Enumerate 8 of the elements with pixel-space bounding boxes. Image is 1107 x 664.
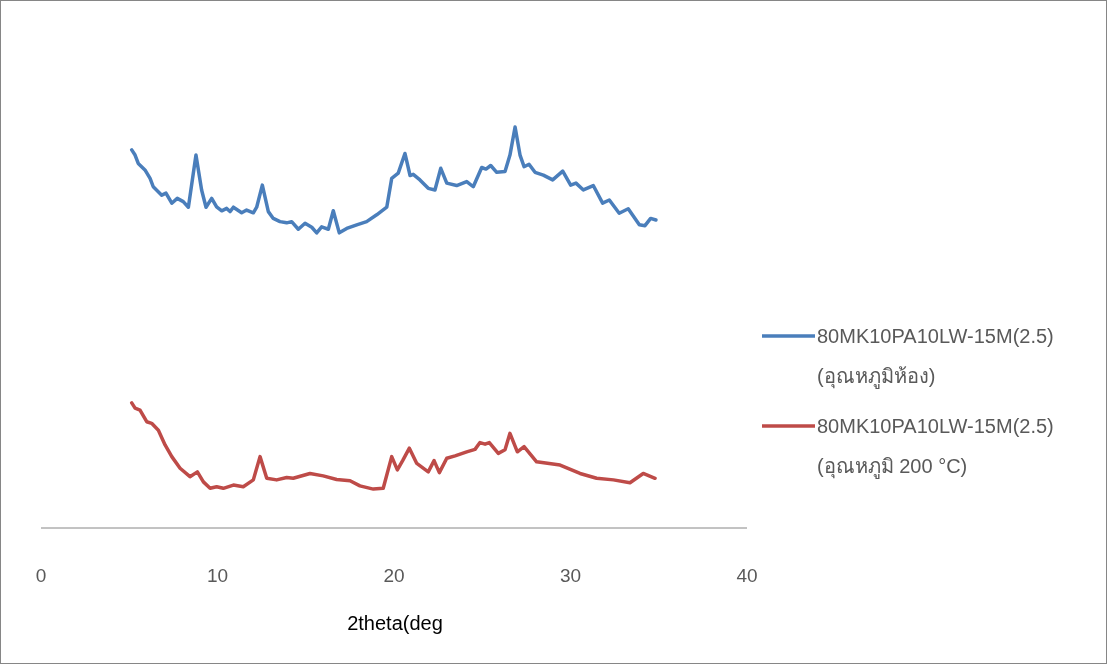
x-tick-label: 10 — [206, 565, 229, 586]
legend-label: 80MK10PA10LW-15M(2.5) (อุณหภูมิห้อง) — [817, 325, 1054, 389]
legend-label: 80MK10PA10LW-15M(2.5) (อุณหภูมิ 200 °C) — [817, 415, 1054, 479]
x-tick-label: 0 — [35, 565, 47, 586]
x-tick-label: 30 — [559, 565, 582, 586]
x-axis-title: 2theta(deg — [347, 612, 443, 634]
x-tick-label: 40 — [736, 565, 758, 586]
x-tick-label: 20 — [383, 565, 405, 586]
